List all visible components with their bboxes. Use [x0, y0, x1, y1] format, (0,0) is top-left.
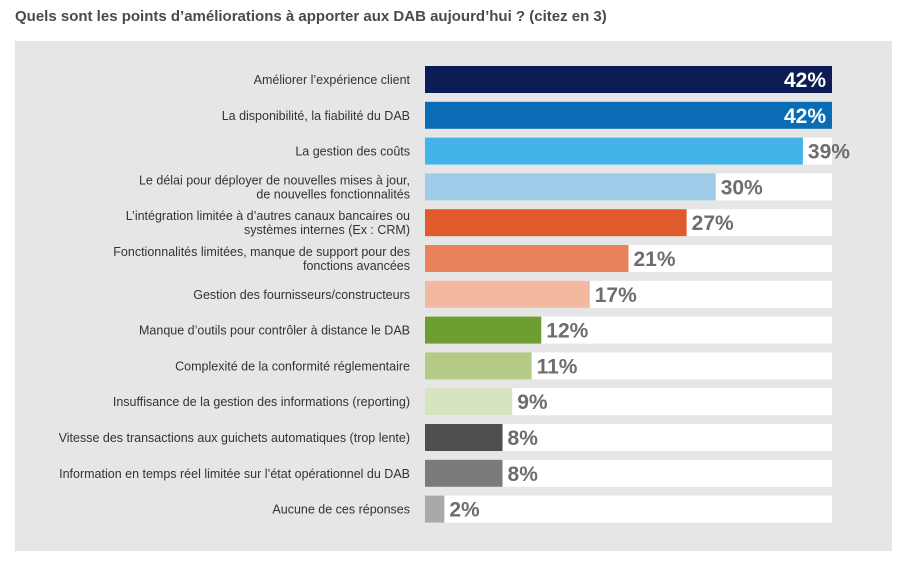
value-label: 27%	[692, 212, 734, 235]
bar	[425, 173, 716, 201]
category-label: Gestion des fournisseurs/constructeurs	[193, 288, 410, 302]
value-label: 42%	[784, 105, 826, 128]
bar	[425, 101, 832, 129]
category-label: Améliorer l’expérience client	[254, 73, 411, 87]
bar-track	[425, 495, 832, 523]
bar	[425, 280, 590, 308]
bar	[425, 66, 832, 93]
bar-chart: Améliorer l’expérience client 42% La dispo…	[59, 66, 850, 523]
chart-panel: Améliorer l’expérience client 42% La dispo…	[15, 41, 892, 551]
category-label: Information en temps réel limitée sur l’…	[59, 467, 410, 481]
value-label: 42%	[784, 69, 826, 92]
value-label: 8%	[508, 427, 539, 450]
category-label: La gestion des coûts	[295, 145, 410, 159]
bar	[425, 245, 629, 272]
value-label: 8%	[508, 463, 539, 486]
category-label: La disponibilité, la fiabilité du DAB	[222, 109, 410, 123]
bar	[425, 209, 687, 237]
value-label: 30%	[721, 176, 763, 199]
category-label: Complexité de la conformité réglementair…	[175, 359, 410, 373]
category-label: Vitesse des transactions aux guichets au…	[59, 431, 410, 445]
category-label: de nouvelles fonctionnalités	[256, 187, 410, 201]
bar	[425, 137, 803, 165]
bar	[425, 495, 445, 523]
value-label: 39%	[808, 141, 850, 164]
bar	[425, 388, 513, 416]
value-label: 9%	[517, 391, 548, 414]
category-label: Manque d’outils pour contrôler à distanc…	[139, 324, 410, 338]
bar	[425, 459, 503, 487]
category-label: Le délai pour déployer de nouvelles mise…	[139, 173, 410, 187]
value-label: 17%	[595, 284, 637, 307]
value-label: 11%	[537, 355, 578, 378]
bar	[425, 352, 532, 380]
value-label: 21%	[634, 248, 676, 271]
category-label: L’intégration limitée à d’autres canaux …	[126, 209, 410, 223]
category-label: Fonctionnalités limitées, manque de supp…	[113, 245, 410, 259]
bar	[425, 316, 542, 344]
category-label: Insuffisance de la gestion des informati…	[113, 395, 410, 409]
bar	[425, 424, 503, 451]
category-label: Aucune de ces réponses	[272, 503, 410, 517]
category-label: systèmes internes (Ex : CRM)	[244, 223, 410, 237]
value-label: 12%	[546, 320, 588, 343]
category-label: fonctions avancées	[303, 259, 410, 273]
chart-title: Quels sont les points d’améliorations à …	[15, 8, 607, 25]
value-label: 2%	[449, 499, 480, 522]
